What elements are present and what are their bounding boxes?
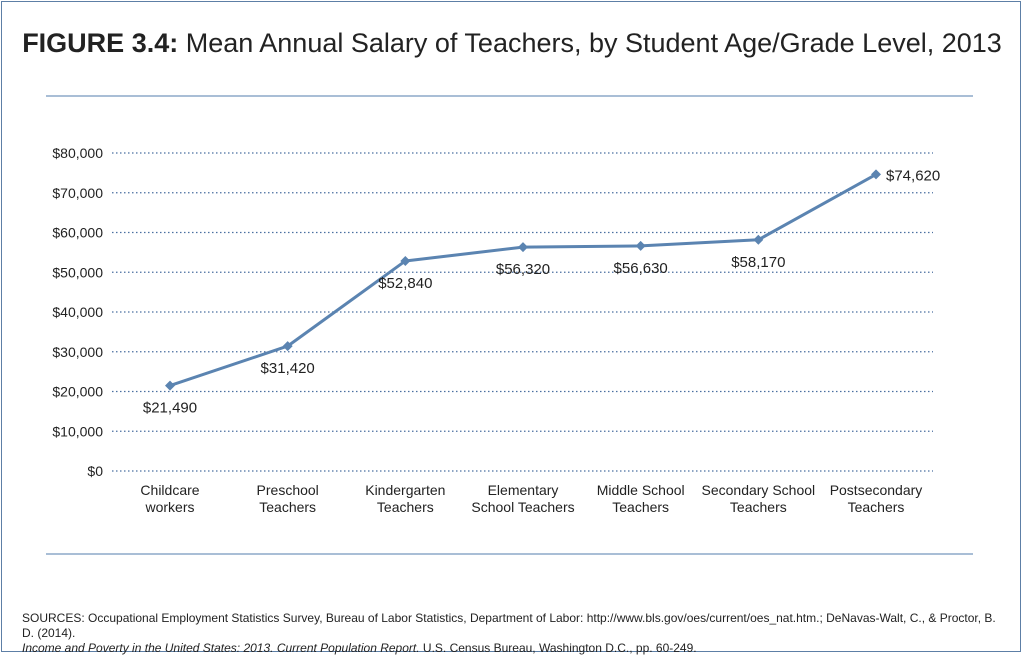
y-tick-label: $40,000 (52, 304, 103, 320)
x-tick-label: Elementary School Teachers (471, 482, 574, 515)
figure-number: FIGURE 3.4: (22, 28, 179, 58)
sources-line-2: Income and Poverty in the United States:… (22, 641, 1007, 656)
series-line (169, 173, 877, 387)
data-label: $52,840 (378, 275, 432, 292)
figure-title-text: Mean Annual Salary of Teachers, by Stude… (185, 28, 1002, 58)
x-tick-label: Postsecondary Teachers (830, 482, 923, 515)
x-tick-label: Middle School Teachers (597, 482, 685, 515)
data-point-marker (753, 234, 764, 245)
x-tick-label: Childcare workers (140, 482, 199, 515)
figure-title: FIGURE 3.4: Mean Annual Salary of Teache… (0, 28, 1024, 59)
data-label: $56,320 (496, 261, 550, 278)
data-point-marker (635, 240, 646, 251)
y-tick-label: $30,000 (52, 344, 103, 360)
y-tick-label: $20,000 (52, 384, 103, 400)
sources-note: SOURCES: Occupational Employment Statist… (22, 611, 1007, 656)
y-tick-label: $50,000 (52, 264, 103, 280)
data-label: $58,170 (731, 254, 785, 271)
y-tick-label: $70,000 (52, 185, 103, 201)
data-point-marker (165, 380, 175, 391)
data-point-marker (282, 341, 293, 352)
top-divider (46, 95, 973, 97)
x-tick-label: Kindergarten Teachers (365, 482, 445, 515)
sources-publisher: U.S. Census Bureau, Washington D.C., pp.… (419, 641, 697, 655)
x-tick-label: Preschool Teachers (257, 482, 319, 515)
y-tick-label: $0 (87, 463, 103, 479)
sources-publication-title: Income and Poverty in the United States:… (22, 641, 420, 655)
y-tick-label: $60,000 (52, 225, 103, 241)
data-label: $21,490 (143, 400, 197, 417)
line-chart: $0 $10,000 $20,000 $30,000 $40,000 $50,000 $60… (52, 145, 940, 515)
data-point-marker (871, 169, 881, 180)
data-label: $74,620 (886, 167, 940, 184)
y-tick-label: $10,000 (52, 423, 103, 439)
data-point-marker (400, 255, 411, 266)
data-label: $31,420 (261, 360, 315, 377)
x-tick-label: Secondary School Teachers (702, 482, 816, 515)
bottom-divider (46, 553, 973, 555)
sources-line-1: SOURCES: Occupational Employment Statist… (22, 611, 996, 640)
y-tick-label: $80,000 (52, 145, 103, 161)
data-label: $56,630 (614, 260, 668, 277)
data-point-marker (518, 242, 528, 253)
